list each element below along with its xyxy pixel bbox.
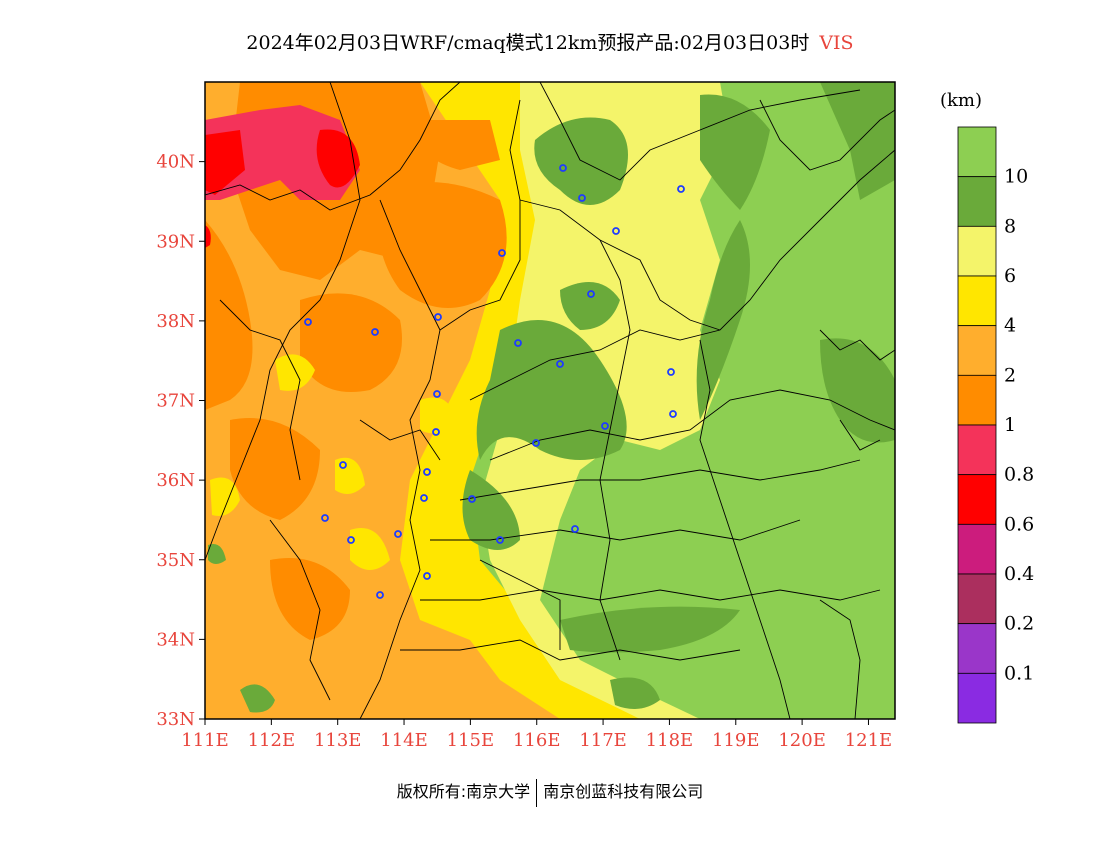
legend-label: 0.8 xyxy=(1004,464,1034,486)
legend-unit: (km) xyxy=(940,90,983,111)
legend-swatch xyxy=(957,573,997,625)
lon-tick-label: 113E xyxy=(314,730,362,751)
lon-tick-label: 119E xyxy=(712,730,760,751)
city-marker xyxy=(498,249,506,257)
legend-label: 0.4 xyxy=(1004,563,1034,585)
city-marker xyxy=(423,468,431,476)
lat-tick-label: 34N xyxy=(156,629,195,650)
city-marker xyxy=(514,339,522,347)
legend-label: 4 xyxy=(1004,315,1016,337)
legend-swatch xyxy=(957,672,997,724)
copyright-text: 版权所有:南京大学 xyxy=(396,782,531,801)
city-marker xyxy=(420,494,428,502)
city-marker xyxy=(433,390,441,398)
legend-label: 1 xyxy=(1004,414,1016,436)
company-text: 南京创蓝科技有限公司 xyxy=(543,782,704,801)
city-marker xyxy=(339,461,347,469)
legend-label: 10 xyxy=(1004,166,1028,188)
city-marker xyxy=(376,591,384,599)
lon-tick-label: 121E xyxy=(845,730,893,751)
city-marker xyxy=(559,164,567,172)
city-marker xyxy=(434,313,442,321)
city-marker xyxy=(432,428,440,436)
city-marker xyxy=(556,360,564,368)
city-marker xyxy=(371,328,379,336)
city-marker xyxy=(496,536,504,544)
lat-tick-label: 36N xyxy=(156,470,195,491)
lon-tick-label: 112E xyxy=(248,730,296,751)
footer: 版权所有:南京大学 南京创蓝科技有限公司 xyxy=(0,778,1100,807)
lat-tick-label: 33N xyxy=(156,709,195,730)
lat-tick-label: 40N xyxy=(156,152,195,173)
lon-tick-label: 114E xyxy=(380,730,428,751)
legend-label: 0.2 xyxy=(1004,613,1034,635)
legend-label: 0.6 xyxy=(1004,513,1034,535)
legend-swatch xyxy=(957,424,997,476)
city-marker xyxy=(304,318,312,326)
lat-tick-label: 39N xyxy=(156,231,195,252)
legend-label: 6 xyxy=(1004,265,1016,287)
city-marker xyxy=(677,185,685,193)
city-marker xyxy=(669,410,677,418)
legend-label: 8 xyxy=(1004,215,1016,237)
city-marker xyxy=(612,227,620,235)
variable-label: VIS xyxy=(819,32,854,54)
legend-swatch xyxy=(957,126,997,178)
city-marker xyxy=(667,368,675,376)
legend-swatch xyxy=(957,474,997,525)
admin-borders xyxy=(205,82,895,719)
legend: 10 8 6 4 2 1 0.8 0.6 0.4 0.2 0.1 xyxy=(957,126,1034,724)
lat-tick-label: 38N xyxy=(156,311,195,332)
city-markers xyxy=(304,164,685,599)
city-marker xyxy=(587,290,595,298)
lon-tick-label: 115E xyxy=(447,730,495,751)
map-title: 2024年02月03日WRF/cmaq模式12km预报产品:02月03日03时 V… xyxy=(0,28,1100,55)
lon-tick-label: 117E xyxy=(579,730,627,751)
lon-tick-label: 120E xyxy=(778,730,826,751)
legend-swatch xyxy=(957,523,997,575)
legend-swatch xyxy=(957,225,997,277)
legend-swatch xyxy=(957,325,997,376)
visibility-field xyxy=(205,82,895,719)
footer-separator xyxy=(536,778,538,807)
title-text: 2024年02月03日WRF/cmaq模式12km预报产品:02月03日03时 xyxy=(246,32,810,54)
map-axes: 33N 34N 35N 36N 37N 38N 39N 40N 111E 112E 113E 114E… xyxy=(156,152,892,751)
lon-tick-label: 118E xyxy=(646,730,694,751)
city-marker xyxy=(423,572,431,580)
legend-label: 2 xyxy=(1004,364,1016,386)
city-marker xyxy=(468,495,476,503)
city-marker xyxy=(347,536,355,544)
legend-swatch xyxy=(957,275,997,327)
city-marker xyxy=(578,194,586,202)
lon-tick-label: 111E xyxy=(181,730,229,751)
lon-tick-label: 116E xyxy=(513,730,561,751)
legend-swatch xyxy=(957,623,997,674)
city-marker xyxy=(601,422,609,430)
legend-swatch xyxy=(957,176,997,227)
city-marker xyxy=(532,439,540,447)
city-marker xyxy=(394,530,402,538)
legend-swatch xyxy=(957,374,997,426)
lat-tick-label: 37N xyxy=(156,391,195,412)
legend-label: 0.1 xyxy=(1004,662,1034,684)
city-marker xyxy=(321,514,329,522)
city-marker xyxy=(571,525,579,533)
lat-tick-label: 35N xyxy=(156,550,195,571)
